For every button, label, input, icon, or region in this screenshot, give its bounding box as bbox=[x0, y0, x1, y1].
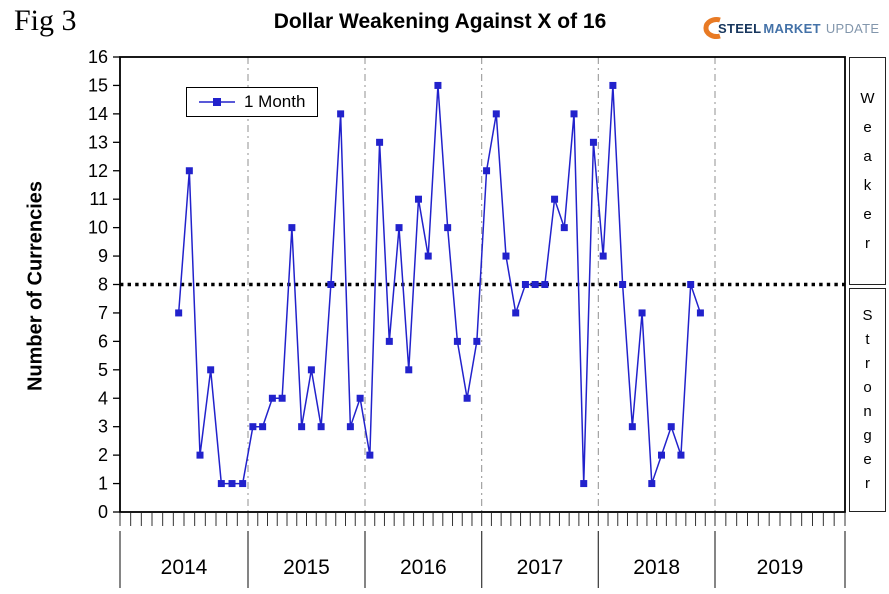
svg-text:14: 14 bbox=[88, 104, 108, 124]
data-point bbox=[278, 394, 286, 402]
data-point bbox=[228, 480, 236, 488]
stronger-label: S t r o n g e r bbox=[862, 307, 873, 492]
data-point bbox=[444, 224, 452, 232]
svg-text:11: 11 bbox=[89, 189, 108, 209]
stronger-label-box: S t r o n g e r bbox=[849, 288, 886, 512]
svg-text:4: 4 bbox=[98, 388, 108, 408]
svg-text:2014: 2014 bbox=[161, 556, 208, 579]
data-point bbox=[531, 281, 539, 288]
data-point bbox=[492, 110, 500, 118]
data-point bbox=[346, 423, 354, 431]
data-point bbox=[551, 195, 559, 203]
svg-text:15: 15 bbox=[88, 75, 108, 95]
chart-title: Dollar Weakening Against X of 16 bbox=[273, 10, 607, 33]
data-point bbox=[259, 423, 267, 431]
svg-text:3: 3 bbox=[98, 417, 108, 437]
data-point bbox=[249, 423, 257, 431]
data-point bbox=[366, 451, 374, 459]
svg-text:1: 1 bbox=[98, 474, 108, 494]
svg-text:13: 13 bbox=[88, 132, 108, 152]
data-point bbox=[307, 366, 315, 374]
data-point bbox=[337, 110, 345, 118]
data-point bbox=[385, 337, 393, 345]
logo-steel-text: STEEL bbox=[718, 20, 762, 36]
data-point bbox=[483, 167, 491, 175]
logo-swoosh-icon bbox=[703, 17, 721, 39]
data-point bbox=[589, 138, 597, 146]
data-point bbox=[376, 138, 384, 146]
data-point bbox=[298, 423, 306, 431]
legend-label: 1 Month bbox=[244, 92, 306, 111]
svg-text:0: 0 bbox=[98, 502, 108, 522]
data-point bbox=[405, 366, 413, 374]
data-point bbox=[560, 224, 568, 232]
data-point bbox=[473, 337, 481, 345]
data-point bbox=[696, 309, 704, 317]
weaker-label: W e a k e r bbox=[860, 90, 875, 252]
data-point bbox=[658, 451, 666, 459]
data-point bbox=[512, 309, 520, 317]
data-point bbox=[541, 281, 549, 288]
data-point bbox=[628, 423, 636, 431]
svg-text:6: 6 bbox=[98, 331, 108, 351]
svg-text:8: 8 bbox=[98, 275, 108, 295]
svg-text:2015: 2015 bbox=[283, 556, 330, 579]
svg-text:7: 7 bbox=[98, 303, 108, 323]
data-point bbox=[268, 394, 276, 402]
data-point bbox=[424, 252, 432, 260]
data-point bbox=[502, 252, 510, 260]
data-point bbox=[356, 394, 364, 402]
legend-box: 1 Month bbox=[186, 87, 319, 117]
data-point bbox=[317, 423, 325, 431]
svg-text:10: 10 bbox=[88, 218, 108, 238]
data-point bbox=[521, 281, 529, 288]
svg-text:2: 2 bbox=[98, 445, 108, 465]
data-point bbox=[453, 337, 461, 345]
data-point bbox=[677, 451, 685, 459]
data-point bbox=[207, 366, 215, 374]
data-point bbox=[185, 167, 193, 175]
data-point bbox=[648, 480, 656, 488]
svg-text:2016: 2016 bbox=[400, 556, 447, 579]
logo-update-text: UPDATE bbox=[825, 20, 880, 36]
data-point bbox=[687, 281, 695, 288]
data-point bbox=[196, 451, 204, 459]
data-point bbox=[463, 394, 471, 402]
data-point bbox=[599, 252, 607, 260]
data-point bbox=[638, 309, 646, 317]
smu-logo: STEEL MARKET UPDATE bbox=[698, 16, 879, 40]
legend-line-marker-icon bbox=[199, 98, 235, 106]
svg-text:2017: 2017 bbox=[517, 556, 564, 579]
svg-text:16: 16 bbox=[88, 47, 108, 67]
weaker-label-box: W e a k e r bbox=[849, 57, 886, 285]
data-point bbox=[570, 110, 578, 118]
svg-text:12: 12 bbox=[88, 161, 108, 181]
svg-text:2018: 2018 bbox=[633, 556, 680, 579]
figure-number: Fig 3 bbox=[14, 4, 77, 37]
data-point bbox=[327, 281, 335, 288]
svg-text:9: 9 bbox=[98, 246, 108, 266]
logo-market-text: MARKET bbox=[763, 20, 821, 36]
data-point bbox=[609, 81, 617, 89]
svg-text:5: 5 bbox=[98, 360, 108, 380]
data-point bbox=[414, 195, 422, 203]
svg-text:2019: 2019 bbox=[757, 556, 804, 579]
data-point bbox=[619, 281, 627, 288]
data-point bbox=[175, 309, 183, 317]
data-point bbox=[239, 480, 247, 488]
data-point bbox=[580, 480, 588, 488]
data-point bbox=[434, 81, 442, 89]
data-point bbox=[288, 224, 296, 232]
data-point bbox=[667, 423, 675, 431]
data-point bbox=[217, 480, 225, 488]
data-point bbox=[395, 224, 403, 232]
